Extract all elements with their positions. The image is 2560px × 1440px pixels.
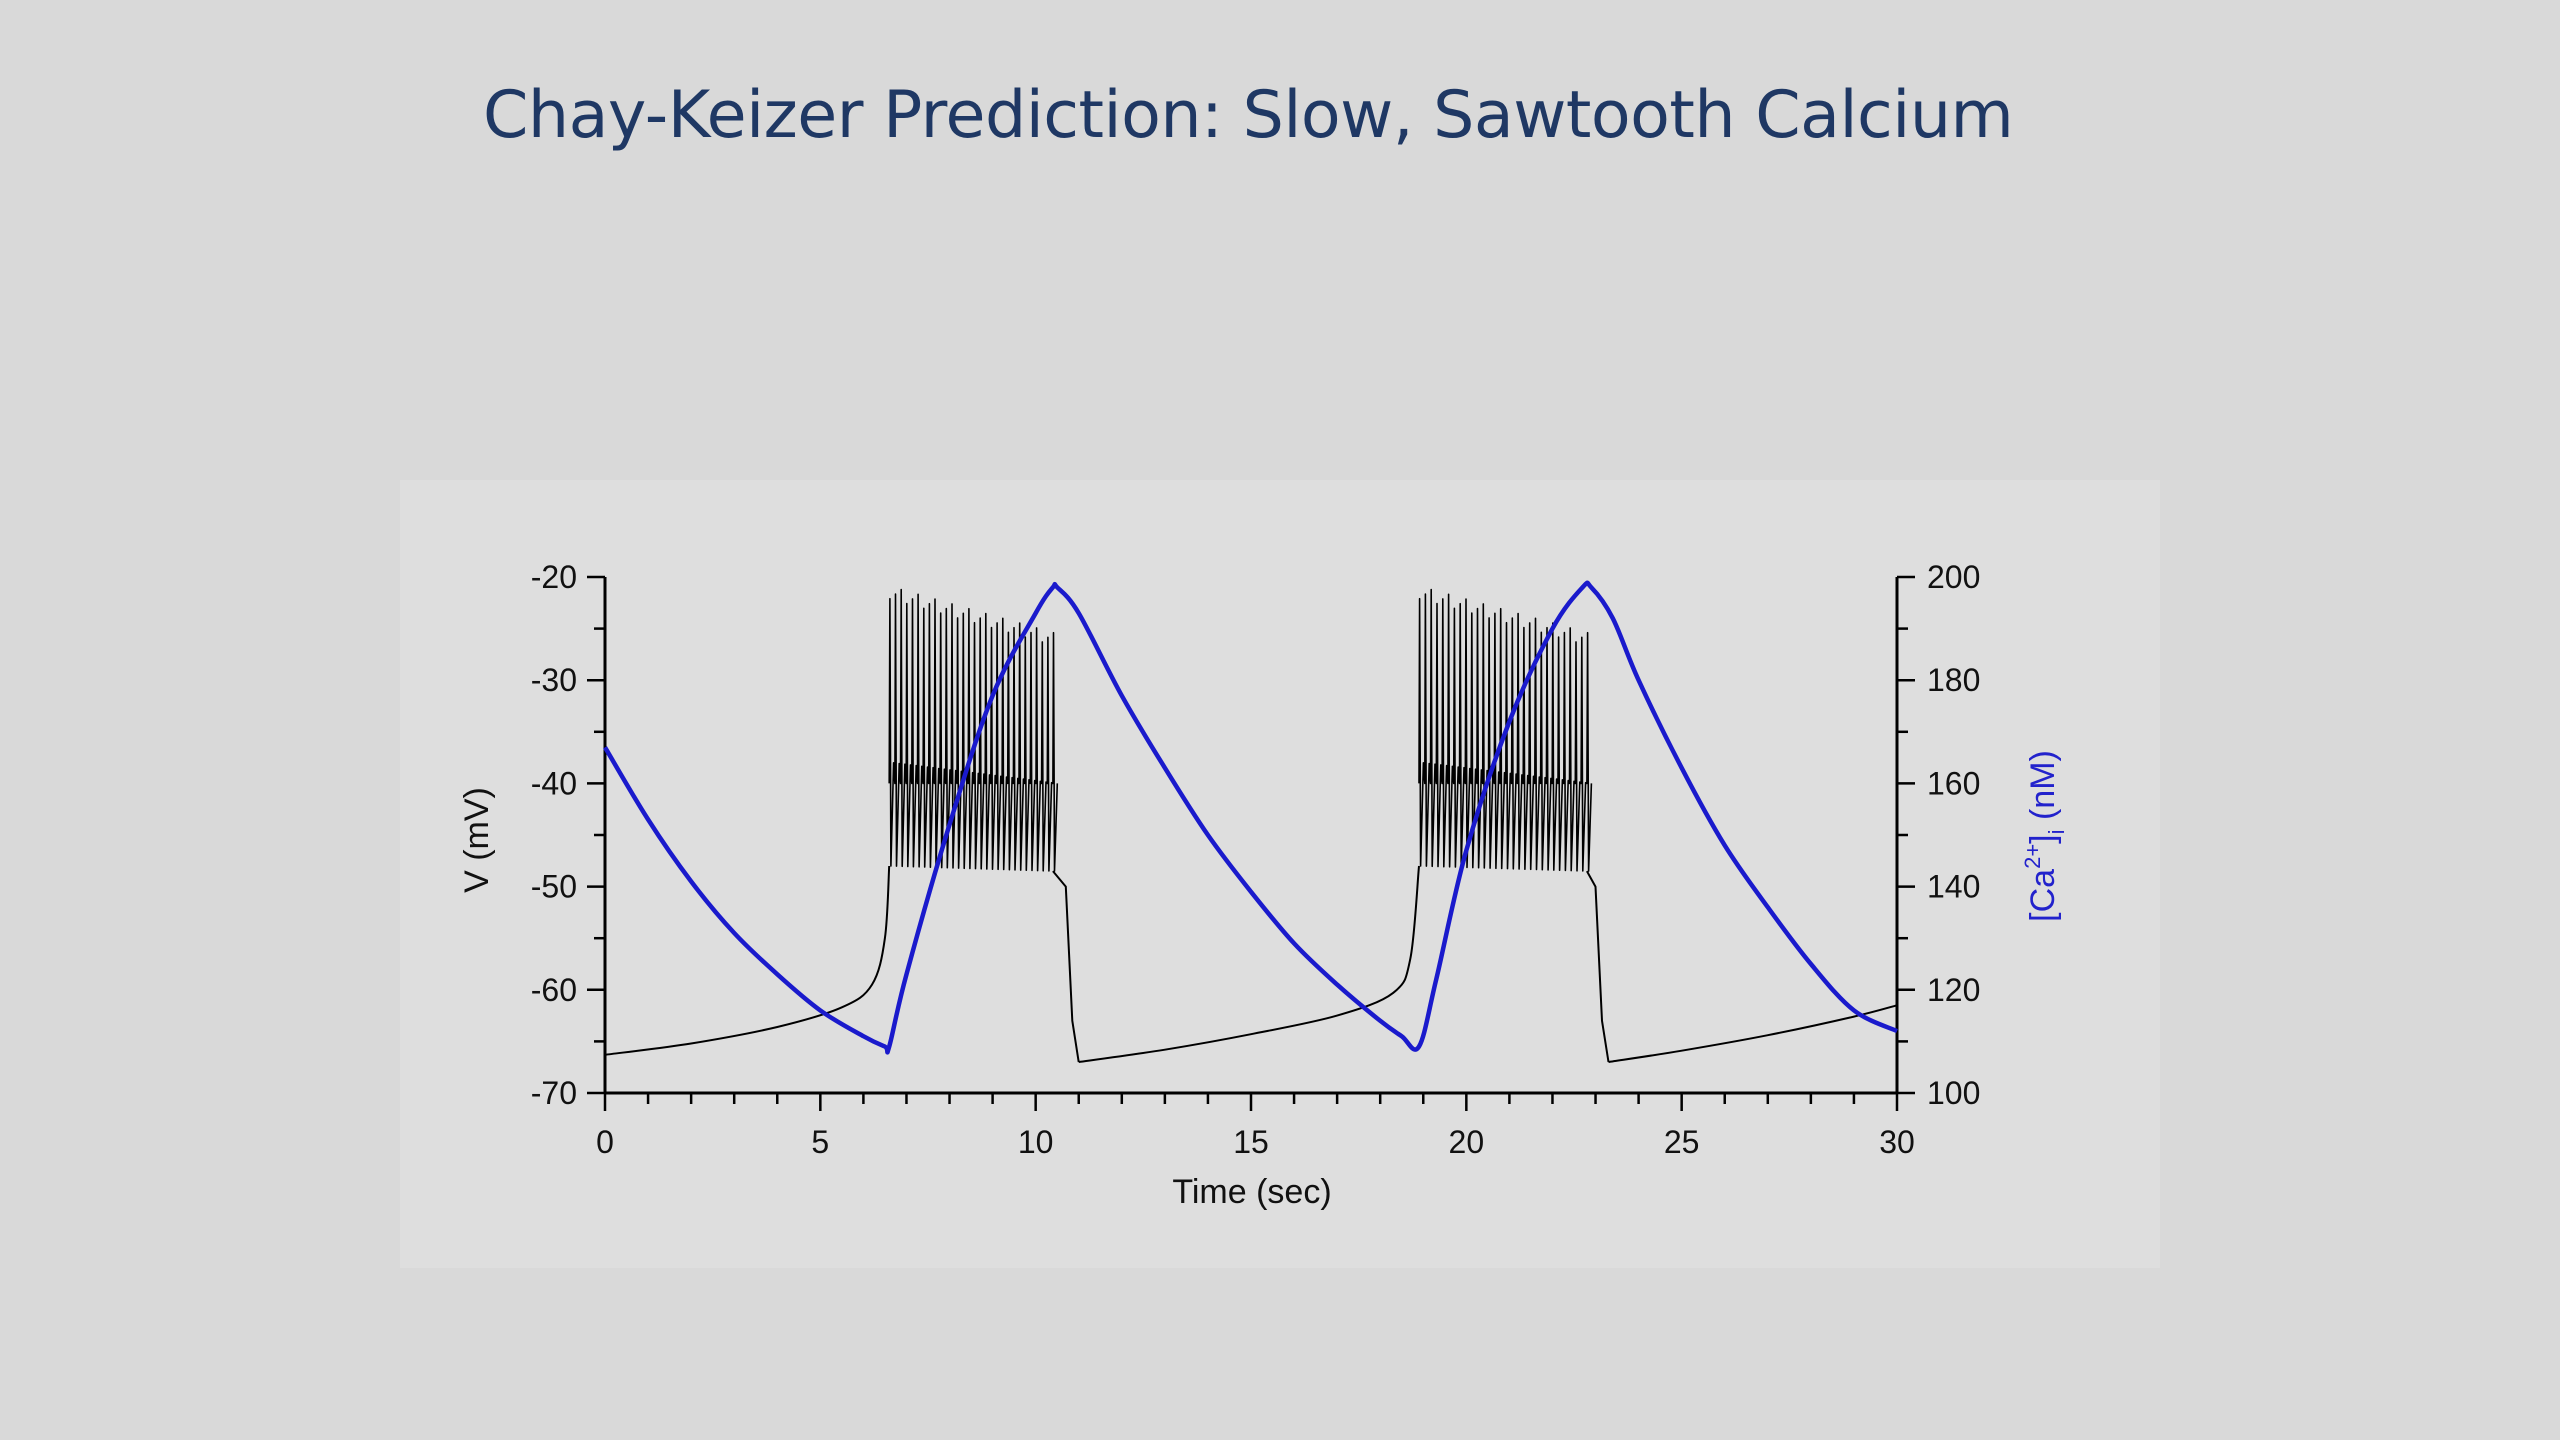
- y-left-tick-label: -20: [531, 559, 577, 595]
- y-right-title-bracket: ]: [2024, 834, 2062, 843]
- voltage-burst-spikes: [1418, 588, 1593, 872]
- y-right-title-sup: 2+: [2020, 844, 2045, 869]
- voltage-silent-phase: [1078, 865, 1420, 1063]
- y-left-axis-title: V (mV): [458, 787, 496, 893]
- voltage-burst-spikes: [888, 588, 1059, 872]
- slide-title: Chay-Keizer Prediction: Slow, Sawtooth C…: [483, 78, 2014, 153]
- voltage-repolarization: [1052, 870, 1080, 1063]
- y-right-tick-label: 180: [1927, 662, 1980, 698]
- y-right-title-sub: i: [2044, 829, 2069, 834]
- y-right-tick-label: 200: [1927, 559, 1980, 595]
- x-tick-label: 10: [1018, 1124, 1054, 1160]
- y-right-tick-label: 160: [1927, 765, 1980, 801]
- y-right-tick-label: 140: [1927, 869, 1980, 905]
- x-tick-label: 25: [1664, 1124, 1700, 1160]
- y-right-axis-title: [Ca2+]i (nM): [2020, 750, 2069, 922]
- ticks-layer: 0 5 10 15 20 25 30 -20 -30 -40 -50 -60 -70 200 180 160 1…: [531, 559, 1981, 1160]
- x-tick-label: 30: [1879, 1124, 1915, 1160]
- x-tick-label: 15: [1233, 1124, 1269, 1160]
- y-left-tick-label: -30: [531, 662, 577, 698]
- y-left-tick-label: -40: [531, 765, 577, 801]
- x-tick-label: 20: [1449, 1124, 1485, 1160]
- x-tick-label: 0: [596, 1124, 614, 1160]
- voltage-repolarization: [1586, 870, 1610, 1063]
- voltage-trace-layer: [604, 588, 1898, 1063]
- plot-frame: [603, 577, 1899, 1095]
- y-right-tick-label: 120: [1927, 972, 1980, 1008]
- y-right-title-unit: (nM): [2024, 750, 2062, 829]
- y-right-title-main: [Ca: [2024, 869, 2062, 922]
- y-left-tick-label: -50: [531, 869, 577, 905]
- calcium-trace-line: [603, 580, 1898, 1055]
- voltage-silent-phase: [1608, 1004, 1898, 1063]
- x-axis-title: Time (sec): [1172, 1173, 1331, 1211]
- y-left-tick-label: -70: [531, 1075, 577, 1111]
- x-tick-label: 5: [811, 1124, 829, 1160]
- calcium-trace-layer: [603, 580, 1898, 1055]
- voltage-silent-phase: [604, 865, 891, 1056]
- chart-panel: 0 5 10 15 20 25 30 -20 -30 -40 -50 -60 -70 200 180 160 1…: [400, 480, 2160, 1268]
- y-right-tick-label: 100: [1927, 1075, 1980, 1111]
- bursting-calcium-chart: 0 5 10 15 20 25 30 -20 -30 -40 -50 -60 -70 200 180 160 1…: [458, 559, 2069, 1211]
- y-left-tick-label: -60: [531, 972, 577, 1008]
